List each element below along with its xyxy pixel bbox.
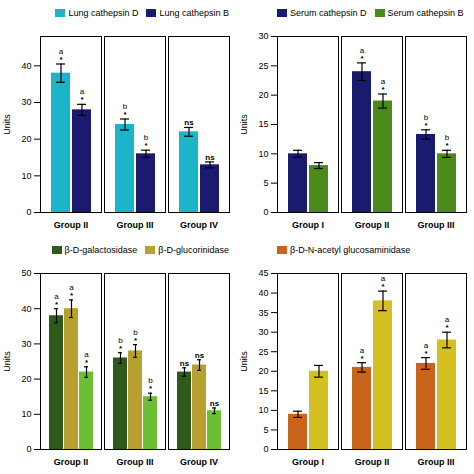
svg-text:15: 15 (258, 119, 268, 129)
svg-text:30: 30 (21, 339, 31, 349)
svg-text:*: * (149, 384, 153, 393)
svg-text:35: 35 (258, 307, 268, 317)
svg-text:10: 10 (21, 409, 31, 419)
svg-text:*: * (59, 55, 63, 64)
svg-text:Units: Units (2, 114, 12, 135)
svg-text:*: * (381, 85, 385, 94)
svg-text:a: a (69, 283, 74, 292)
svg-text:0: 0 (26, 444, 31, 454)
svg-text:b: b (123, 102, 128, 111)
svg-text:a: a (360, 46, 365, 55)
svg-text:a: a (54, 292, 59, 301)
svg-text:5: 5 (263, 425, 268, 435)
svg-text:*: * (123, 110, 127, 119)
svg-text:25: 25 (258, 347, 268, 357)
svg-text:a: a (59, 47, 64, 56)
svg-text:b: b (445, 133, 450, 142)
svg-text:10: 10 (258, 405, 268, 415)
svg-text:30: 30 (258, 327, 268, 337)
svg-text:ns: ns (195, 351, 205, 360)
svg-text:0: 0 (263, 444, 268, 454)
svg-text:b: b (133, 328, 138, 337)
svg-text:*: * (119, 344, 123, 353)
svg-text:45: 45 (258, 268, 268, 278)
html-text:β-D-glucorinidase: β-D-glucorinidase (158, 245, 229, 255)
svg-text:ns: ns (180, 359, 190, 368)
svg-text:Group II: Group II (54, 457, 89, 467)
svg-text:a: a (360, 346, 365, 355)
svg-text:ns: ns (205, 153, 215, 162)
svg-text:a: a (80, 87, 85, 96)
svg-text:10: 10 (258, 149, 268, 159)
svg-text:b: b (144, 133, 149, 142)
svg-text:20: 20 (258, 366, 268, 376)
svg-text:Group III: Group III (418, 457, 455, 467)
svg-text:*: * (360, 354, 364, 363)
svg-text:Group III: Group III (117, 457, 154, 467)
svg-text:Group II: Group II (355, 457, 390, 467)
svg-text:20: 20 (21, 134, 31, 144)
svg-text:a: a (424, 341, 429, 350)
svg-text:*: * (134, 336, 138, 345)
svg-text:a: a (381, 274, 386, 283)
svg-text:*: * (85, 358, 89, 367)
html-text:Lung cathepsin B: Lung cathepsin B (159, 8, 229, 18)
svg-text:Units: Units (239, 351, 249, 372)
svg-text:Group I: Group I (292, 220, 324, 230)
svg-text:b: b (424, 113, 429, 122)
svg-text:*: * (445, 141, 449, 150)
svg-text:*: * (80, 95, 84, 104)
svg-text:Group II: Group II (355, 220, 390, 230)
svg-text:5: 5 (263, 178, 268, 188)
html-text:β-D-N-acetyl glucosaminidase: β-D-N-acetyl glucosaminidase (290, 245, 411, 255)
svg-text:40: 40 (21, 61, 31, 71)
svg-text:*: * (424, 349, 428, 358)
svg-text:Group IV: Group IV (180, 220, 218, 230)
html-text:Serum cathepsin D: Serum cathepsin D (290, 8, 367, 18)
svg-text:50: 50 (21, 268, 31, 278)
svg-text:*: * (70, 291, 74, 300)
svg-text:0: 0 (263, 207, 268, 217)
svg-text:20: 20 (21, 374, 31, 384)
svg-text:*: * (445, 323, 449, 332)
svg-text:Units: Units (2, 351, 12, 372)
svg-text:30: 30 (21, 97, 31, 107)
svg-text:0: 0 (26, 207, 31, 217)
svg-text:Group I: Group I (292, 457, 324, 467)
html-text:β-D-galactosidase: β-D-galactosidase (64, 245, 138, 255)
svg-text:ns: ns (210, 399, 220, 408)
svg-text:15: 15 (258, 386, 268, 396)
svg-text:Group III: Group III (418, 220, 455, 230)
svg-text:ns: ns (184, 118, 194, 127)
svg-text:Group II: Group II (54, 220, 89, 230)
svg-text:b: b (118, 336, 123, 345)
svg-text:*: * (360, 54, 364, 63)
svg-text:30: 30 (258, 31, 268, 41)
svg-text:*: * (144, 141, 148, 150)
html-text:Serum cathepsin B: Serum cathepsin B (387, 8, 464, 18)
svg-text:Units: Units (239, 114, 249, 135)
svg-text:40: 40 (258, 288, 268, 298)
svg-text:25: 25 (258, 61, 268, 71)
html-text:Lung cathepsin D: Lung cathepsin D (68, 8, 139, 18)
svg-text:20: 20 (258, 90, 268, 100)
svg-text:b: b (148, 376, 153, 385)
svg-text:a: a (381, 77, 386, 86)
svg-text:Group IV: Group IV (180, 457, 218, 467)
svg-text:*: * (424, 121, 428, 130)
svg-text:*: * (381, 282, 385, 291)
svg-text:a: a (84, 350, 89, 359)
svg-text:a: a (445, 315, 450, 324)
svg-text:Group III: Group III (117, 220, 154, 230)
svg-text:10: 10 (21, 171, 31, 181)
svg-text:40: 40 (21, 304, 31, 314)
svg-text:*: * (55, 300, 59, 309)
